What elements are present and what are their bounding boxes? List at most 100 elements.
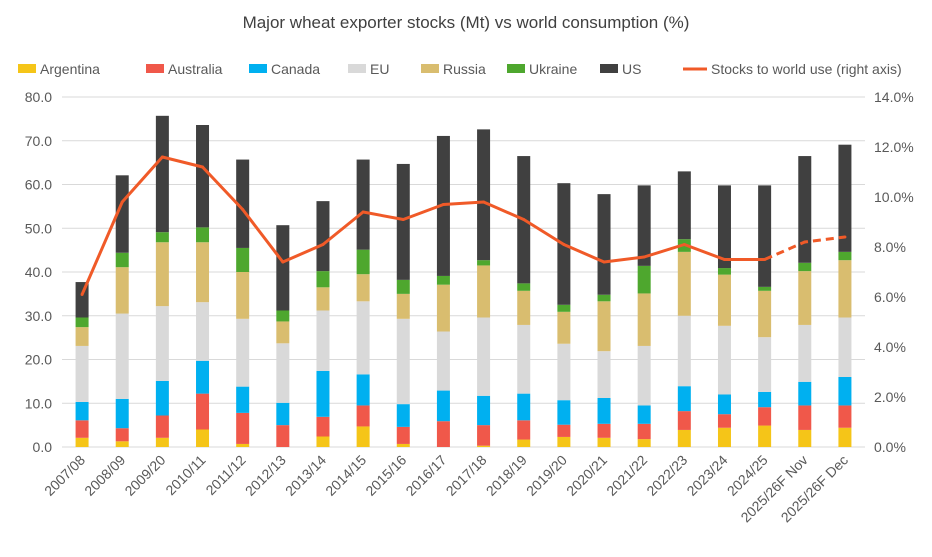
y2-tick-label: 8.0%: [874, 239, 906, 255]
line-point: [321, 243, 325, 246]
line-point: [361, 210, 365, 214]
bar-argentina: [155, 437, 169, 447]
bar-canada: [396, 404, 410, 427]
y2-tick-label: 10.0%: [874, 189, 914, 205]
bar-russia: [155, 242, 169, 307]
bar-australia: [637, 423, 651, 440]
bar-argentina: [236, 443, 250, 447]
x-tick-label: 2009/20: [121, 452, 168, 499]
bar-eu: [316, 310, 330, 371]
bar-eu: [798, 324, 812, 382]
bar-ukraine: [557, 304, 571, 312]
y2-tick-label: 14.0%: [874, 89, 914, 105]
line-point: [803, 240, 807, 244]
bar-russia: [798, 271, 812, 325]
bar-ukraine: [717, 268, 731, 275]
line-point: [241, 208, 245, 211]
x-tick-label: 2015/16: [362, 452, 409, 499]
bar-canada: [356, 374, 370, 406]
bar-ukraine: [597, 294, 611, 302]
bar-eu: [517, 324, 531, 394]
bar-ukraine: [838, 251, 852, 261]
bar-ukraine: [316, 271, 330, 288]
line-point: [682, 243, 686, 246]
bar-ukraine: [115, 252, 129, 268]
legend: Argentina Australia Canada EU Russia Ukraine U…: [18, 61, 902, 77]
y-tick-label: 30.0: [25, 308, 52, 324]
line-point: [763, 258, 767, 261]
bar-us: [637, 185, 651, 266]
bar-argentina: [798, 429, 812, 447]
bar-australia: [356, 405, 370, 427]
bar-australia: [276, 425, 290, 447]
line-point: [281, 260, 285, 264]
y2-tick-label: 4.0%: [874, 339, 906, 355]
bar-ukraine: [236, 247, 250, 272]
y-tick-label: 40.0: [25, 264, 52, 280]
bar-russia: [276, 321, 290, 344]
legend-label: EU: [370, 61, 389, 77]
bar-russia: [436, 284, 450, 332]
bar-us: [155, 115, 169, 233]
bar-russia: [717, 274, 731, 326]
bar-canada: [477, 395, 491, 426]
x-tick-label: 2014/15: [322, 452, 369, 499]
legend-label: Australia: [168, 61, 223, 77]
legend-swatch-argentina: [18, 64, 36, 73]
line-point: [843, 235, 847, 239]
legend-swatch-us: [600, 64, 618, 73]
bar-eu: [155, 306, 169, 381]
bar-russia: [356, 274, 370, 302]
bar-australia: [758, 407, 772, 426]
bar-russia: [75, 327, 89, 346]
bar-russia: [838, 260, 852, 318]
y-tick-label: 10.0: [25, 395, 52, 411]
bar-argentina: [517, 439, 531, 447]
line-point: [642, 255, 646, 259]
bar-ukraine: [758, 286, 772, 291]
bar-eu: [115, 313, 129, 399]
bar-ukraine: [517, 283, 531, 291]
bar-argentina: [677, 429, 691, 447]
bar-ukraine: [155, 232, 169, 243]
y-tick-label: 60.0: [25, 177, 52, 193]
bar-us: [717, 185, 731, 269]
bar-australia: [396, 426, 410, 444]
bar-us: [196, 125, 210, 228]
bar-australia: [477, 425, 491, 446]
y-tick-label: 70.0: [25, 133, 52, 149]
x-tick-label: 2010/11: [162, 452, 209, 499]
line-point: [401, 218, 405, 221]
bar-ukraine: [75, 317, 89, 328]
y2-tick-label: 6.0%: [874, 289, 906, 305]
bar-argentina: [597, 437, 611, 447]
y-tick-label: 20.0: [25, 352, 52, 368]
bar-eu: [396, 318, 410, 405]
bar-russia: [236, 272, 250, 319]
bars: [75, 115, 852, 447]
bar-argentina: [758, 425, 772, 447]
bar-australia: [677, 411, 691, 430]
bar-australia: [517, 420, 531, 440]
line-point: [722, 258, 726, 261]
bar-argentina: [717, 427, 731, 447]
bar-us: [677, 171, 691, 240]
bar-australia: [597, 423, 611, 438]
bar-canada: [436, 390, 450, 422]
legend-label: Russia: [443, 61, 486, 77]
x-tick-label: 2020/21: [563, 452, 610, 499]
bar-eu: [557, 343, 571, 401]
bar-us: [477, 129, 491, 261]
x-tick-label: 2013/14: [282, 452, 329, 499]
bar-russia: [758, 290, 772, 338]
bar-us: [758, 185, 772, 287]
x-tick-label: 2011/12: [202, 452, 249, 499]
bar-us: [396, 163, 410, 280]
bar-canada: [758, 391, 772, 408]
bar-canada: [717, 394, 731, 415]
line-point: [80, 293, 84, 296]
bar-argentina: [396, 443, 410, 447]
bar-ukraine: [477, 260, 491, 266]
